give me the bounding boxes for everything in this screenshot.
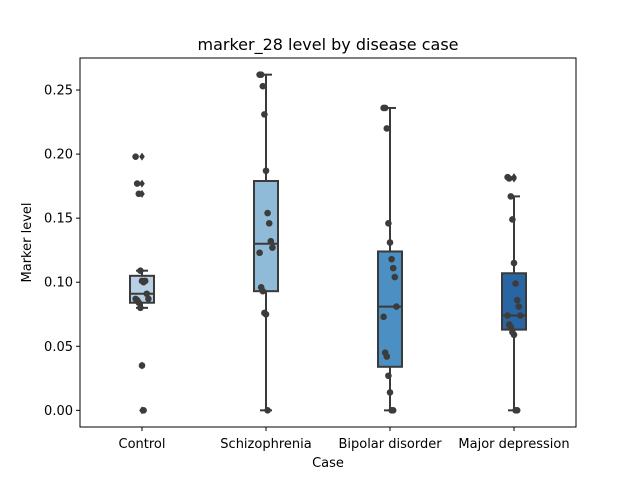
data-point <box>265 219 273 227</box>
data-point <box>135 190 143 198</box>
data-point <box>510 331 518 339</box>
data-point <box>509 216 516 223</box>
y-tick-label: 0.10 <box>44 276 73 291</box>
y-tick-label: 0.25 <box>44 84 73 99</box>
data-point <box>262 167 270 175</box>
data-point <box>391 273 399 281</box>
data-point <box>389 264 397 272</box>
data-point <box>264 407 271 414</box>
chart-title: marker_28 level by disease case <box>197 35 458 55</box>
outlier-marker <box>511 174 517 183</box>
data-point <box>137 267 144 274</box>
data-point <box>381 104 389 112</box>
data-point <box>386 239 394 246</box>
data-point <box>259 287 267 295</box>
box-group-schizophrenia <box>253 71 279 414</box>
x-tick-label: Control <box>119 437 166 452</box>
data-point <box>385 372 392 380</box>
data-point <box>261 111 268 118</box>
x-tick-label: Schizophrenia <box>220 437 311 452</box>
x-tick-label: Major depression <box>458 437 569 452</box>
y-tick-label: 0.05 <box>44 340 73 355</box>
box-body <box>253 180 279 293</box>
data-point <box>141 277 149 285</box>
x-axis: Control Schizophrenia Bipolar disorder Majo… <box>119 427 570 452</box>
y-axis: 0.00 0.05 0.10 0.15 0.20 0.25 <box>44 84 80 419</box>
box-group-bipolar-disorder <box>377 104 403 414</box>
data-point <box>389 407 397 414</box>
data-point <box>383 353 391 360</box>
data-point <box>256 249 263 257</box>
data-point <box>138 362 146 369</box>
y-tick-label: 0.00 <box>44 404 73 419</box>
data-point <box>515 303 523 310</box>
data-point <box>513 296 521 304</box>
data-point <box>140 407 147 414</box>
data-point <box>259 82 267 90</box>
data-point <box>507 193 515 200</box>
plot-frame <box>79 57 577 428</box>
data-point <box>383 125 391 132</box>
box-body <box>377 250 403 368</box>
data-point <box>143 290 151 298</box>
data-point <box>513 407 521 414</box>
y-tick-label: 0.15 <box>44 212 73 227</box>
x-axis-label: Case <box>312 456 344 471</box>
box-group-control <box>129 152 155 415</box>
data-point <box>135 299 143 307</box>
data-point <box>388 255 395 263</box>
data-point <box>257 71 265 78</box>
x-tick-label: Bipolar disorder <box>338 437 442 452</box>
data-point <box>507 323 515 331</box>
data-point <box>505 175 513 182</box>
data-point <box>267 237 275 245</box>
data-point <box>380 313 387 321</box>
outlier-marker <box>139 179 145 188</box>
data-point <box>517 312 524 319</box>
data-point <box>385 219 392 227</box>
data-point <box>393 303 400 310</box>
data-point <box>269 244 276 251</box>
data-point <box>145 295 152 303</box>
data-point <box>264 209 271 217</box>
plot-area <box>129 71 527 415</box>
y-tick-label: 0.20 <box>44 148 73 163</box>
data-point <box>262 310 270 318</box>
outlier-marker <box>139 152 145 161</box>
data-point <box>132 153 139 160</box>
y-axis-label: Marker level <box>20 203 35 283</box>
data-point <box>504 312 511 319</box>
data-point <box>133 180 141 187</box>
data-point <box>386 389 394 396</box>
data-point <box>510 259 518 267</box>
data-point <box>137 304 144 312</box>
box-group-major-depression <box>501 173 527 414</box>
data-point <box>512 280 519 287</box>
